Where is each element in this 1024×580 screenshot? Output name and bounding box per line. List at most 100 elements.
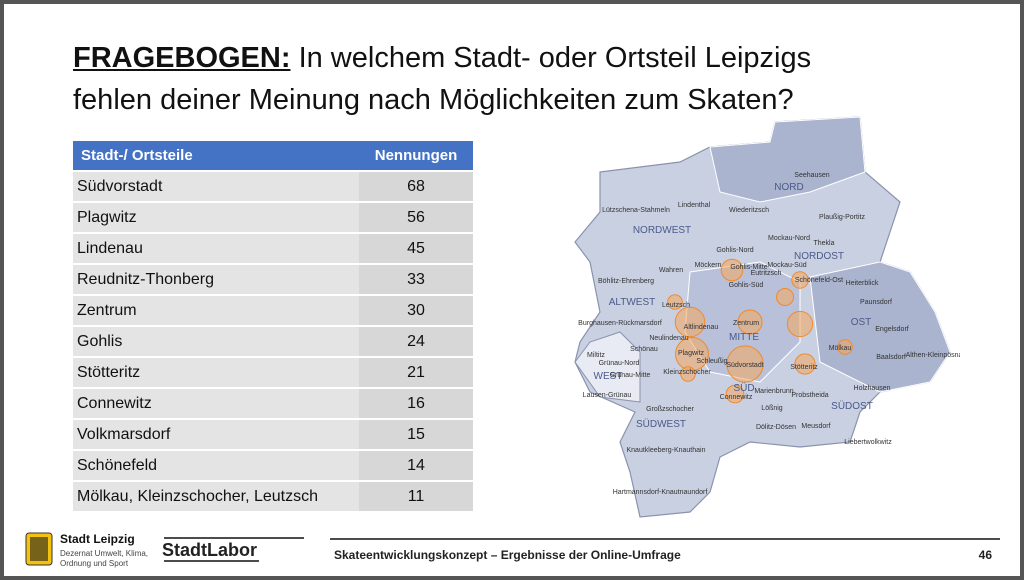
district-label: Stötteritz bbox=[790, 364, 818, 371]
district-label: Grünau-Nord bbox=[599, 360, 640, 367]
district-label: Gohlis-Süd bbox=[729, 282, 764, 289]
table-row: Schönefeld 14 bbox=[73, 449, 473, 481]
region-label: NORDOST bbox=[794, 251, 844, 262]
district-west bbox=[574, 331, 641, 403]
district-label: Dölitz-Dösen bbox=[756, 424, 796, 431]
district-label: Baalsdorf bbox=[876, 354, 906, 361]
district-label: Südvorstadt bbox=[726, 362, 763, 369]
district-label: Kleinzschocher bbox=[663, 369, 711, 376]
district-cell: Zentrum bbox=[73, 294, 359, 326]
region-label: WEST bbox=[594, 371, 623, 382]
brand: StadtLabor bbox=[162, 540, 257, 560]
district-label: Burghausen-Rückmarsdorf bbox=[578, 320, 662, 327]
dept: Ordnung und Sport bbox=[60, 559, 129, 568]
district-label: Möckern bbox=[695, 262, 722, 269]
district-label: Zentrum bbox=[733, 320, 759, 327]
region-label: SÜDWEST bbox=[636, 418, 686, 430]
district-label: Großzschocher bbox=[646, 406, 695, 413]
caption: Skateentwicklungskonzept – Ergebnisse de… bbox=[334, 548, 681, 562]
region-label: SÜD bbox=[733, 382, 754, 394]
table-row: Reudnitz-Thonberg 33 bbox=[73, 263, 473, 295]
district-label: Schönau bbox=[630, 346, 658, 353]
mention-bubble bbox=[726, 345, 764, 383]
region-label: NORDWEST bbox=[633, 225, 691, 236]
region-label: OST bbox=[851, 317, 872, 328]
mention-bubble bbox=[674, 306, 706, 338]
count-cell: 33 bbox=[359, 263, 473, 295]
results-table: Stadt-/ Ortsteile Nennungen Südvorstadt 6… bbox=[73, 141, 473, 511]
table-row: Volkmarsdorf 15 bbox=[73, 418, 473, 450]
district-cell: Schönefeld bbox=[73, 449, 359, 481]
district-label: Mockau-Nord bbox=[768, 235, 810, 242]
count-cell: 11 bbox=[359, 480, 473, 511]
district-ost bbox=[809, 261, 951, 393]
mention-bubble bbox=[786, 310, 814, 338]
mention-bubble bbox=[680, 366, 696, 382]
mention-bubble bbox=[794, 353, 816, 375]
district-label: Liebertwolkwitz bbox=[844, 439, 892, 446]
count-cell: 15 bbox=[359, 418, 473, 450]
mention-bubble bbox=[720, 258, 744, 282]
district-label: Gohlis-Nord bbox=[716, 247, 753, 254]
count-cell: 21 bbox=[359, 356, 473, 388]
district-label: Hartmannsdorf-Knautnaundorf bbox=[613, 489, 708, 496]
district-cell: Reudnitz-Thonberg bbox=[73, 263, 359, 295]
page-number: 46 bbox=[979, 548, 993, 562]
count-cell: 14 bbox=[359, 449, 473, 481]
dept: Dezernat Umwelt, Klima, bbox=[60, 549, 148, 558]
district-label: Engelsdorf bbox=[875, 326, 909, 333]
district-label: Miltitz bbox=[587, 352, 605, 359]
district-label: Lützschena-Stahmeln bbox=[602, 207, 670, 214]
district-label: Altlindenau bbox=[684, 324, 719, 331]
district-cell: Stötteritz bbox=[73, 356, 359, 388]
table-row: Zentrum 30 bbox=[73, 294, 473, 326]
district-label: Gohlis-Mitte bbox=[730, 264, 767, 271]
count-cell: 45 bbox=[359, 232, 473, 264]
region-label: MITTE bbox=[729, 332, 759, 343]
column-header: Stadt-/ Ortsteile bbox=[73, 141, 359, 171]
table-row: Plagwitz 56 bbox=[73, 201, 473, 233]
district-label: Connewitz bbox=[720, 394, 753, 401]
district-cell: Connewitz bbox=[73, 387, 359, 419]
title-bold: FRAGEBOGEN: bbox=[73, 42, 291, 74]
slide: FRAGEBOGEN: In welchem Stadt- oder Ortst… bbox=[4, 4, 1020, 576]
district-cell: Lindenau bbox=[73, 232, 359, 264]
district-label: Lausen-Grünau bbox=[583, 392, 632, 399]
table-row: Mölkau, Kleinzschocher, Leutzsch 11 bbox=[73, 480, 473, 511]
column-header: Nennungen bbox=[359, 141, 473, 171]
district-cell: Gohlis bbox=[73, 325, 359, 357]
district-label: Probstheida bbox=[791, 392, 828, 399]
district-cell: Südvorstadt bbox=[73, 170, 359, 202]
district-label: Lößnig bbox=[761, 405, 783, 412]
district-label: Seehausen bbox=[794, 172, 830, 179]
district-label: Meusdorf bbox=[801, 423, 830, 430]
district-label: Thekla bbox=[813, 240, 834, 247]
title-text: fehlen deiner Meinung nach Möglichkeiten… bbox=[73, 84, 794, 116]
region-label: SÜDOST bbox=[831, 400, 873, 412]
district-label: Schleußig bbox=[696, 358, 727, 365]
count-cell: 30 bbox=[359, 294, 473, 326]
district-label: Marienbrunn bbox=[754, 388, 793, 395]
count-cell: 24 bbox=[359, 325, 473, 357]
district-nord bbox=[709, 116, 866, 203]
table-row: Stötteritz 21 bbox=[73, 356, 473, 388]
district-label: Schönefeld-Ost bbox=[795, 277, 843, 284]
mention-bubble bbox=[737, 309, 763, 335]
district-label: Lindenthal bbox=[678, 202, 711, 209]
footer: Stadt Leipzig Dezernat Umwelt, Klima, Or… bbox=[25, 532, 1000, 568]
district-label: Mockau-Süd bbox=[767, 262, 806, 269]
district-label: Wiederitzsch bbox=[729, 207, 769, 214]
district-label: Plaußig-Portitz bbox=[819, 214, 865, 221]
mention-bubble bbox=[837, 339, 853, 355]
count-cell: 56 bbox=[359, 201, 473, 233]
table-row: Connewitz 16 bbox=[73, 387, 473, 419]
mention-bubble bbox=[791, 271, 809, 289]
mention-bubble bbox=[725, 384, 745, 404]
count-cell: 16 bbox=[359, 387, 473, 419]
mention-bubble bbox=[667, 294, 683, 310]
district-label: Eutritzsch bbox=[751, 270, 782, 277]
district-label: Paunsdorf bbox=[860, 299, 892, 306]
district-cell: Plagwitz bbox=[73, 201, 359, 233]
district-label: Wahren bbox=[659, 267, 683, 274]
